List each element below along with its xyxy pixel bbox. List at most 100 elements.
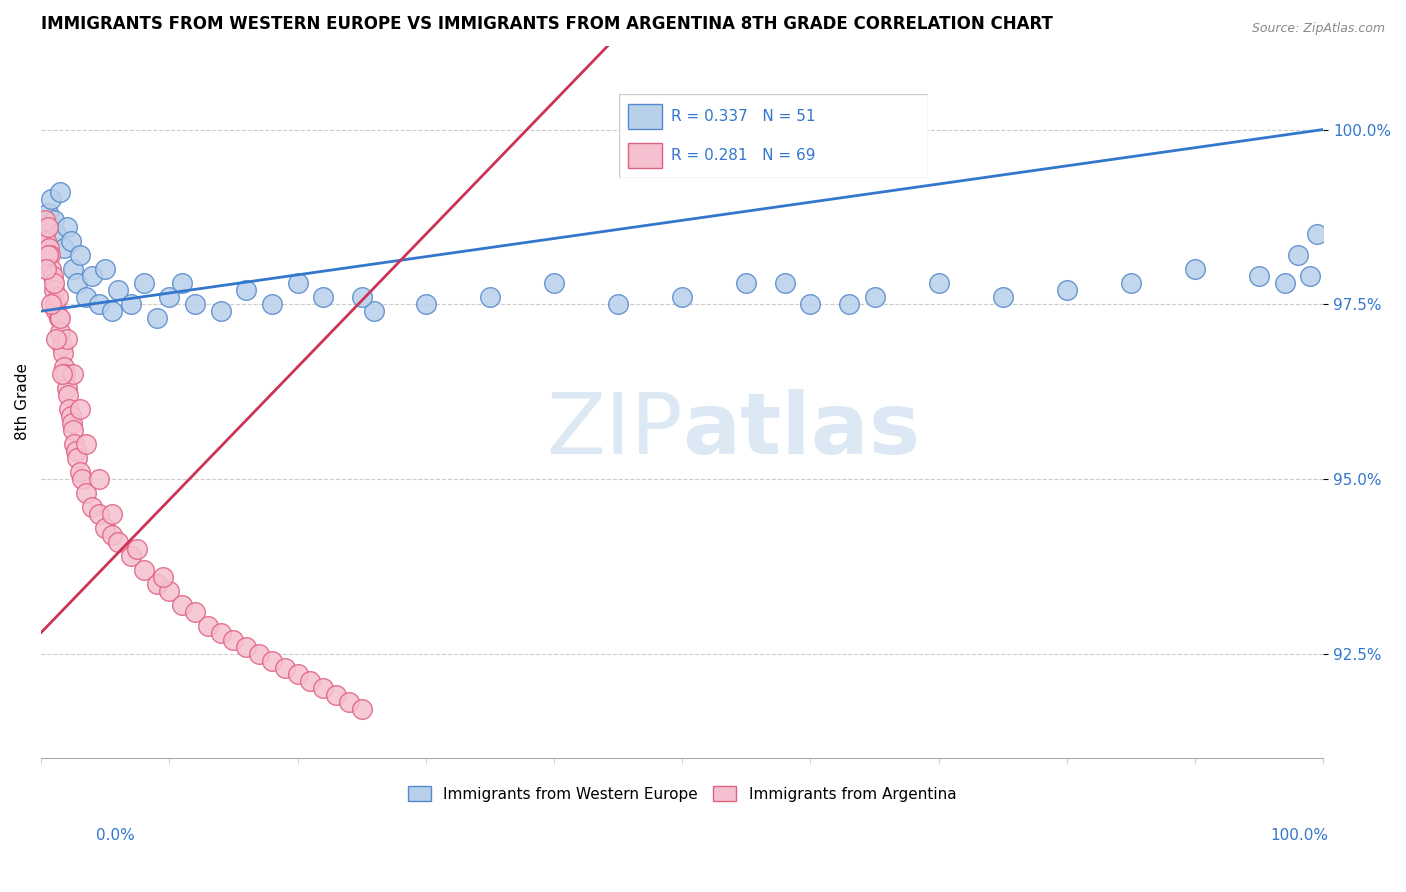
Point — [37, 206, 59, 220]
Y-axis label: 8th Grade: 8th Grade — [15, 364, 30, 441]
Point — [75, 437, 97, 451]
Point — [51, 339, 73, 353]
Text: Source: ZipAtlas.com: Source: ZipAtlas.com — [1251, 22, 1385, 36]
Point — [37, 220, 59, 235]
Point — [287, 667, 309, 681]
Point — [197, 618, 219, 632]
Point — [44, 297, 66, 311]
Text: R = 0.281   N = 69: R = 0.281 N = 69 — [671, 148, 815, 163]
Bar — [628, 103, 662, 129]
Point — [62, 423, 84, 437]
Point — [363, 304, 385, 318]
Point — [235, 640, 257, 654]
Point — [49, 325, 72, 339]
Text: IMMIGRANTS FROM WESTERN EUROPE VS IMMIGRANTS FROM ARGENTINA 8TH GRADE CORRELATIO: IMMIGRANTS FROM WESTERN EUROPE VS IMMIGR… — [41, 15, 1053, 33]
Point — [184, 605, 207, 619]
Point — [863, 290, 886, 304]
Point — [53, 241, 76, 255]
Text: 0.0%: 0.0% — [96, 829, 135, 843]
Point — [312, 681, 335, 696]
FancyBboxPatch shape — [619, 94, 928, 178]
Point — [45, 304, 67, 318]
Point — [75, 485, 97, 500]
Point — [127, 541, 149, 556]
Point — [82, 269, 104, 284]
Point — [145, 576, 167, 591]
Point — [991, 290, 1014, 304]
Point — [337, 695, 360, 709]
Point — [55, 381, 77, 395]
Point — [49, 186, 72, 200]
Point — [222, 632, 245, 647]
Point — [55, 220, 77, 235]
Point — [34, 227, 56, 242]
Point — [325, 689, 347, 703]
Point — [415, 297, 437, 311]
Point — [145, 311, 167, 326]
Text: atlas: atlas — [682, 389, 921, 472]
Point — [41, 262, 63, 277]
Point — [60, 416, 83, 430]
Point — [478, 290, 501, 304]
Point — [773, 277, 796, 291]
Point — [94, 521, 117, 535]
Point — [735, 277, 758, 291]
Point — [69, 465, 91, 479]
Point — [350, 290, 373, 304]
Point — [59, 235, 82, 249]
Point — [87, 472, 110, 486]
Point — [45, 332, 67, 346]
Point — [65, 444, 87, 458]
Point — [312, 290, 335, 304]
Point — [1249, 269, 1271, 284]
Text: ZIP: ZIP — [546, 389, 682, 472]
Point — [607, 297, 630, 311]
Point — [107, 534, 129, 549]
Point — [41, 297, 63, 311]
Point — [35, 262, 58, 277]
Point — [53, 360, 76, 375]
Point — [1119, 277, 1142, 291]
Point — [100, 507, 122, 521]
Point — [274, 660, 297, 674]
Point — [1299, 269, 1322, 284]
Bar — [628, 143, 662, 169]
Point — [75, 290, 97, 304]
Point — [55, 332, 77, 346]
Point — [260, 297, 283, 311]
Point — [69, 248, 91, 262]
Point — [209, 304, 232, 318]
Point — [82, 500, 104, 514]
Point — [56, 388, 79, 402]
Point — [34, 213, 56, 227]
Point — [132, 563, 155, 577]
Point — [42, 277, 65, 291]
Point — [62, 367, 84, 381]
Point — [63, 437, 86, 451]
Point — [48, 311, 70, 326]
Point — [39, 248, 62, 262]
Text: 100.0%: 100.0% — [1271, 829, 1329, 843]
Point — [107, 283, 129, 297]
Point — [42, 283, 65, 297]
Point — [120, 297, 142, 311]
Point — [157, 290, 180, 304]
Point — [838, 297, 860, 311]
Text: R = 0.337   N = 51: R = 0.337 N = 51 — [671, 109, 815, 124]
Point — [172, 598, 194, 612]
Point — [94, 262, 117, 277]
Point — [37, 248, 59, 262]
Point — [41, 193, 63, 207]
Point — [543, 277, 565, 291]
Point — [42, 213, 65, 227]
Point — [1286, 248, 1309, 262]
Point — [100, 304, 122, 318]
Point — [247, 647, 270, 661]
Point — [100, 527, 122, 541]
Point — [287, 277, 309, 291]
Point — [45, 227, 67, 242]
Point — [32, 227, 55, 242]
Point — [87, 297, 110, 311]
Legend: Immigrants from Western Europe, Immigrants from Argentina: Immigrants from Western Europe, Immigran… — [402, 780, 962, 808]
Point — [1056, 283, 1078, 297]
